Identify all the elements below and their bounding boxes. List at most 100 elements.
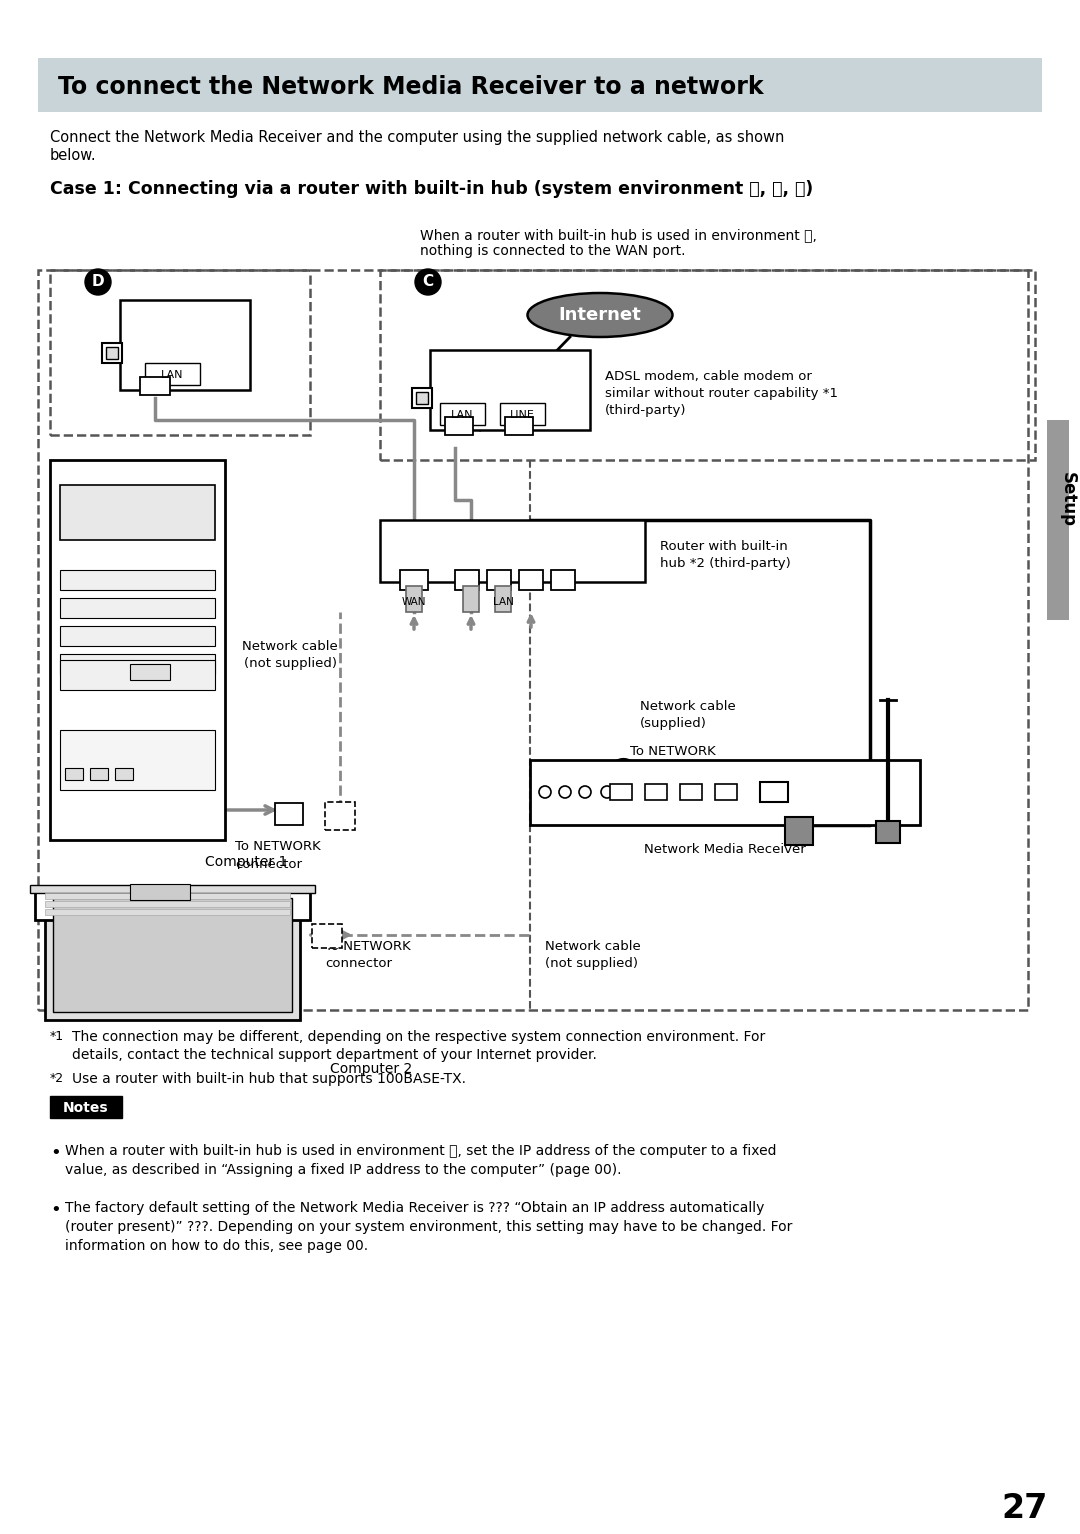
- Bar: [60, 653, 215, 673]
- Bar: [45, 900, 291, 907]
- Bar: [120, 301, 249, 390]
- Bar: [445, 417, 473, 436]
- Text: (: (: [610, 756, 630, 764]
- Circle shape: [415, 268, 441, 295]
- Bar: [400, 571, 428, 591]
- Bar: [45, 893, 291, 899]
- Bar: [380, 520, 645, 581]
- Text: details, contact the technical support department of your Internet provider.: details, contact the technical support d…: [72, 1048, 597, 1062]
- Text: LAN: LAN: [161, 370, 184, 380]
- Bar: [38, 270, 1028, 1009]
- Text: •: •: [50, 1201, 60, 1220]
- Text: Router with built-in: Router with built-in: [660, 540, 787, 552]
- Text: 27: 27: [1002, 1491, 1049, 1525]
- Text: Notes: Notes: [64, 1101, 109, 1115]
- Bar: [60, 660, 215, 690]
- Bar: [876, 821, 900, 844]
- Bar: [35, 890, 310, 920]
- Bar: [145, 364, 200, 385]
- Bar: [785, 818, 813, 845]
- Text: connector: connector: [325, 957, 392, 969]
- Text: C: C: [422, 275, 433, 290]
- Bar: [495, 586, 511, 612]
- Text: *2: *2: [50, 1072, 64, 1085]
- Bar: [411, 388, 432, 408]
- Bar: [325, 802, 355, 830]
- Text: below.: below.: [50, 147, 96, 163]
- Text: When a router with built-in hub is used in environment Ⓖ,: When a router with built-in hub is used …: [420, 229, 816, 242]
- Text: (third-party): (third-party): [605, 403, 687, 417]
- Text: hub *2 (third-party): hub *2 (third-party): [660, 557, 791, 571]
- Bar: [551, 571, 575, 591]
- Bar: [487, 571, 511, 591]
- Ellipse shape: [527, 293, 673, 337]
- Circle shape: [539, 785, 551, 798]
- Text: Computer 1: Computer 1: [205, 854, 287, 868]
- Text: Network Media Receiver: Network Media Receiver: [644, 844, 806, 856]
- Text: (not supplied): (not supplied): [545, 957, 638, 969]
- Bar: [715, 784, 737, 801]
- Text: similar without router capability *1: similar without router capability *1: [605, 387, 838, 400]
- Bar: [380, 270, 1035, 460]
- Text: (supplied): (supplied): [640, 716, 707, 730]
- Text: To connect the Network Media Receiver to a network: To connect the Network Media Receiver to…: [58, 75, 764, 100]
- Bar: [30, 885, 315, 893]
- Bar: [275, 802, 303, 825]
- Text: D: D: [92, 275, 105, 290]
- Text: nothing is connected to the WAN port.: nothing is connected to the WAN port.: [420, 244, 686, 258]
- Text: •: •: [50, 1144, 60, 1161]
- Bar: [505, 417, 534, 436]
- Bar: [130, 664, 170, 680]
- Bar: [38, 58, 1042, 112]
- Text: LAN: LAN: [450, 410, 473, 420]
- Text: Network cable: Network cable: [545, 940, 640, 953]
- Circle shape: [579, 785, 591, 798]
- Bar: [60, 485, 215, 540]
- Bar: [50, 270, 310, 436]
- Circle shape: [65, 746, 75, 755]
- Bar: [65, 769, 83, 779]
- Bar: [90, 769, 108, 779]
- Bar: [60, 730, 215, 790]
- Bar: [114, 769, 133, 779]
- Bar: [610, 784, 632, 801]
- Bar: [106, 347, 118, 359]
- Text: (not supplied): (not supplied): [243, 657, 337, 670]
- Text: To NETWORK: To NETWORK: [630, 746, 716, 758]
- Text: LAN: LAN: [492, 597, 513, 607]
- Text: LINE: LINE: [510, 410, 535, 420]
- Bar: [45, 910, 291, 914]
- Bar: [102, 344, 122, 364]
- Bar: [680, 784, 702, 801]
- Text: connector: connector: [235, 858, 302, 871]
- Bar: [455, 571, 480, 591]
- Text: The factory default setting of the Network Media Receiver is ??? “Obtain an IP a: The factory default setting of the Netwo…: [65, 1201, 793, 1253]
- Bar: [130, 884, 190, 900]
- Bar: [1047, 420, 1069, 620]
- Bar: [416, 393, 428, 403]
- Bar: [50, 460, 225, 841]
- Text: ADSL modem, cable modem or: ADSL modem, cable modem or: [605, 370, 812, 384]
- Text: Computer 2: Computer 2: [330, 1062, 413, 1075]
- Bar: [60, 626, 215, 646]
- Bar: [645, 784, 667, 801]
- Text: Internet: Internet: [558, 305, 642, 324]
- Text: connector: connector: [630, 759, 697, 773]
- Circle shape: [85, 268, 111, 295]
- Bar: [406, 586, 422, 612]
- Bar: [530, 759, 920, 825]
- Text: *1: *1: [50, 1029, 64, 1043]
- Bar: [500, 403, 545, 425]
- Circle shape: [559, 785, 571, 798]
- Text: Network cable: Network cable: [242, 640, 338, 653]
- Text: Connect the Network Media Receiver and the computer using the supplied network c: Connect the Network Media Receiver and t…: [50, 130, 784, 146]
- Circle shape: [95, 746, 105, 755]
- Text: WAN: WAN: [402, 597, 427, 607]
- Text: The connection may be different, depending on the respective system connection e: The connection may be different, dependi…: [72, 1029, 766, 1045]
- Bar: [430, 350, 590, 430]
- Bar: [440, 403, 485, 425]
- Bar: [60, 571, 215, 591]
- Text: Case 1: Connecting via a router with built-in hub (system environment Ⓒ, Ⓓ, Ⓖ): Case 1: Connecting via a router with bui…: [50, 179, 813, 198]
- Text: Network cable: Network cable: [640, 700, 735, 713]
- Bar: [50, 1095, 122, 1118]
